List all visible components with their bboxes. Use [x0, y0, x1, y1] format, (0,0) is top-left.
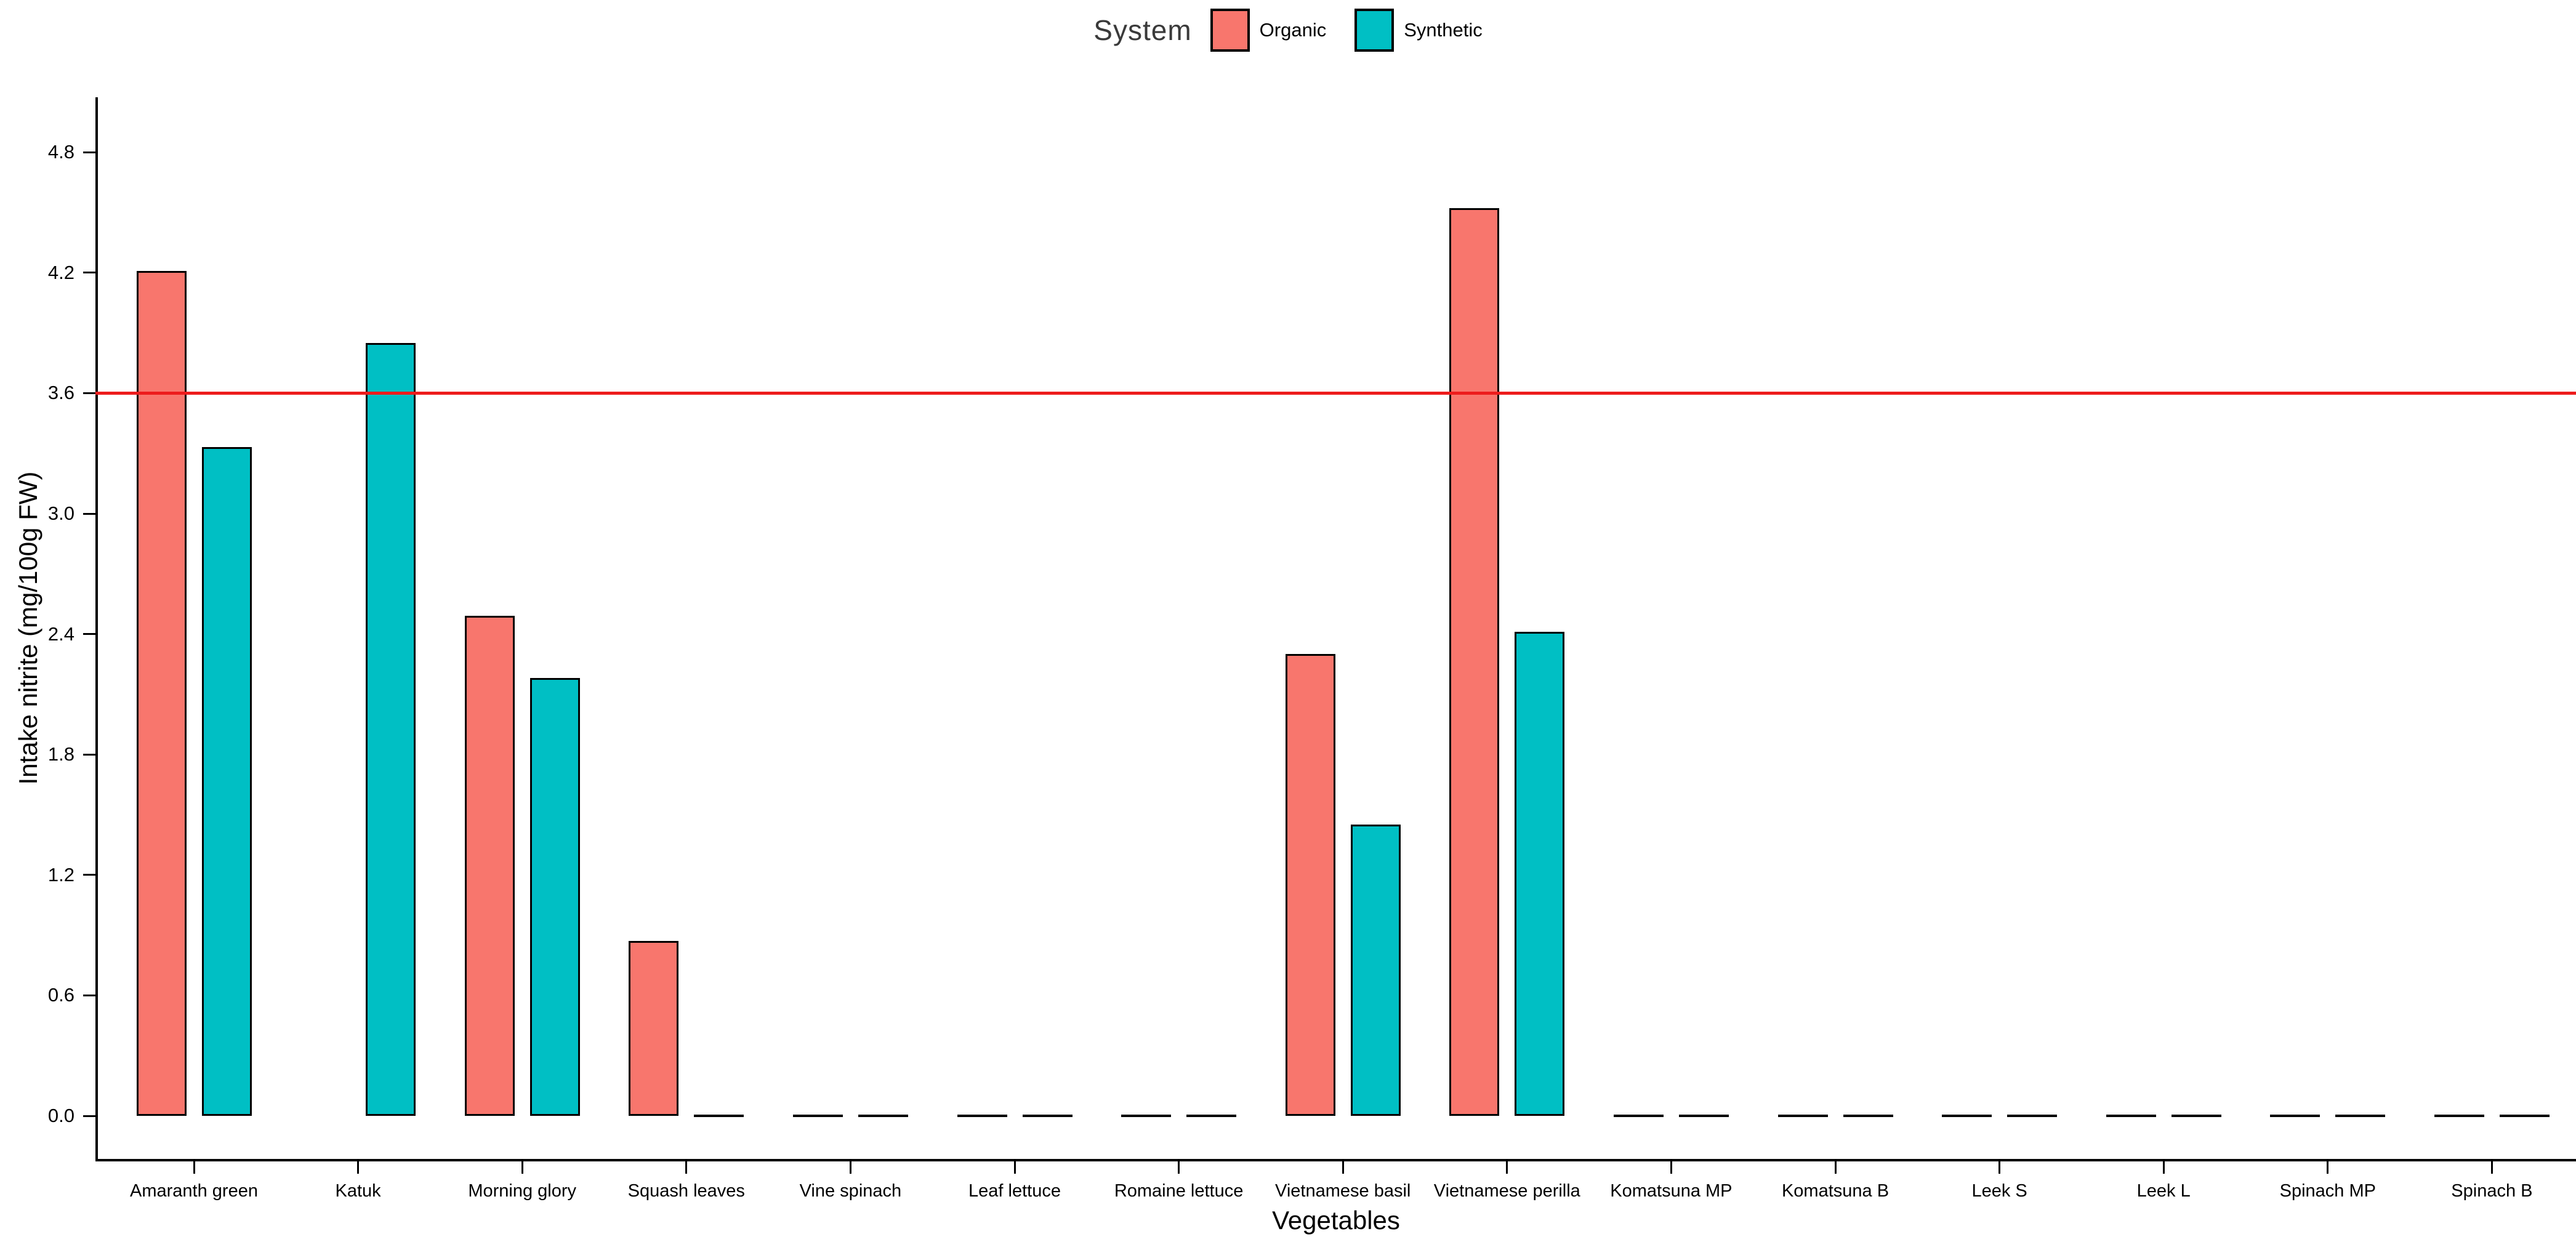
y-tick-mark — [83, 392, 95, 394]
y-tick-label: 3.0 — [47, 502, 74, 524]
zero-bar-synthetic — [1678, 1115, 1729, 1117]
zero-bar-organic — [2434, 1115, 2484, 1117]
x-tick-mark — [849, 1161, 851, 1174]
x-tick-label: Komatsuna B — [1781, 1181, 1890, 1201]
zero-bar-organic — [2270, 1115, 2320, 1117]
zero-bar-organic — [1121, 1115, 1172, 1117]
legend-label-organic: Organic — [1259, 19, 1327, 41]
zero-bar-synthetic — [858, 1115, 908, 1117]
reference-line — [95, 391, 2576, 395]
y-axis-line — [95, 97, 98, 1161]
y-tick-label: 4.8 — [47, 141, 74, 163]
x-tick-label: Spinach B — [2451, 1181, 2533, 1201]
legend-item-organic: Organic — [1210, 9, 1327, 52]
x-tick-mark — [1013, 1161, 1016, 1174]
bar-synthetic — [201, 447, 252, 1116]
zero-bar-synthetic — [1186, 1115, 1237, 1117]
x-tick-label: Spinach MP — [2279, 1181, 2376, 1201]
zero-bar-synthetic — [2007, 1115, 2058, 1117]
zero-bar-synthetic — [2335, 1115, 2386, 1117]
y-tick-mark — [83, 512, 95, 515]
x-tick-mark — [1342, 1161, 1344, 1174]
x-tick-label: Vietnamese perilla — [1433, 1181, 1580, 1201]
x-tick-label: Romaine lettuce — [1114, 1181, 1244, 1201]
legend: System Organic Synthetic — [0, 9, 2576, 52]
y-tick-mark — [83, 633, 95, 636]
y-tick-label: 3.6 — [47, 382, 74, 404]
zero-bar-synthetic — [694, 1115, 744, 1117]
x-tick-mark — [1998, 1161, 2001, 1174]
x-tick-mark — [193, 1161, 195, 1174]
x-tick-label: Leek S — [1971, 1181, 2027, 1201]
y-tick-label: 2.4 — [47, 623, 74, 645]
y-tick-label: 1.2 — [47, 863, 74, 886]
zero-bar-synthetic — [2171, 1115, 2221, 1117]
x-tick-mark — [2327, 1161, 2329, 1174]
y-tick-label: 0.6 — [47, 984, 74, 1006]
bar-organic — [136, 270, 187, 1116]
bar-organic — [1449, 208, 1500, 1116]
zero-bar-synthetic — [1022, 1115, 1073, 1117]
x-tick-mark — [357, 1161, 360, 1174]
x-tick-mark — [1834, 1161, 1837, 1174]
x-tick-label: Vietnamese basil — [1275, 1181, 1411, 1201]
x-tick-label: Katuk — [335, 1181, 381, 1201]
x-tick-mark — [1670, 1161, 1672, 1174]
x-tick-label: Vine spinach — [799, 1181, 902, 1201]
y-tick-label: 0.0 — [47, 1105, 74, 1126]
legend-items: Organic Synthetic — [1210, 9, 1483, 52]
y-tick-mark — [83, 151, 95, 153]
bar-organic — [629, 941, 679, 1116]
x-tick-mark — [2490, 1161, 2493, 1174]
x-tick-label: Komatsuna MP — [1610, 1181, 1733, 1201]
x-tick-label: Squash leaves — [627, 1181, 745, 1201]
y-tick-label: 1.8 — [47, 743, 74, 765]
legend-swatch-organic — [1210, 9, 1250, 52]
bar-synthetic — [529, 678, 580, 1116]
y-tick-mark — [83, 753, 95, 756]
x-tick-mark — [1178, 1161, 1180, 1174]
legend-item-synthetic: Synthetic — [1354, 9, 1483, 52]
y-tick-mark — [83, 1115, 95, 1117]
zero-bar-organic — [1777, 1115, 1828, 1117]
x-axis-line — [95, 1159, 2576, 1161]
zero-bar-organic — [1942, 1115, 1992, 1117]
legend-label-synthetic: Synthetic — [1404, 19, 1483, 41]
x-tick-label: Morning glory — [468, 1181, 577, 1201]
zero-bar-synthetic — [1843, 1115, 1893, 1117]
x-axis-title: Vegetables — [1272, 1206, 1400, 1235]
x-tick-label: Leaf lettuce — [968, 1181, 1061, 1201]
zero-bar-organic — [792, 1115, 843, 1117]
y-tick-mark — [83, 272, 95, 274]
x-tick-mark — [521, 1161, 523, 1174]
bar-synthetic — [1515, 632, 1565, 1116]
y-tick-mark — [83, 874, 95, 876]
bar-organic — [1285, 654, 1335, 1116]
y-axis-title: Intake nitrite (mg/100g FW) — [14, 471, 42, 785]
x-tick-mark — [1506, 1161, 1508, 1174]
y-tick-label: 4.2 — [47, 261, 74, 283]
x-tick-label: Leek L — [2136, 1181, 2191, 1201]
legend-swatch-synthetic — [1354, 9, 1395, 52]
x-tick-mark — [2162, 1161, 2165, 1174]
legend-title: System — [1093, 14, 1192, 46]
zero-bar-organic — [957, 1115, 1007, 1117]
zero-bar-synthetic — [2499, 1115, 2550, 1117]
zero-bar-organic — [2106, 1115, 2156, 1117]
x-tick-mark — [685, 1161, 688, 1174]
y-tick-mark — [83, 994, 95, 996]
zero-bar-organic — [1613, 1115, 1664, 1117]
x-tick-label: Amaranth green — [130, 1181, 258, 1201]
bar-synthetic — [1350, 825, 1401, 1116]
bar-organic — [464, 616, 515, 1116]
bar-synthetic — [366, 342, 416, 1116]
